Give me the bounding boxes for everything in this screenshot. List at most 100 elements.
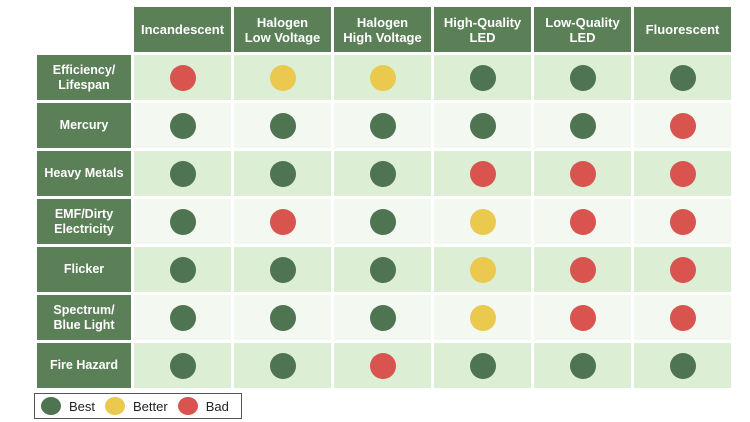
row-header: Mercury <box>37 103 131 148</box>
rating-dot-bad <box>669 256 696 283</box>
rating-dot-best <box>269 352 296 379</box>
column-header-incandescent: Incandescent <box>134 7 231 52</box>
column-header-line: Low-Quality <box>545 14 620 30</box>
column-header-line: High Voltage <box>343 29 422 45</box>
rating-cell <box>134 103 231 148</box>
table-row: Heavy Metals <box>37 151 731 196</box>
rating-cell <box>534 103 631 148</box>
rating-dot-better <box>469 304 496 331</box>
column-header-line: LED <box>569 29 596 45</box>
rating-dot-bad <box>569 256 596 283</box>
table-row: Spectrum/Blue Light <box>37 295 731 340</box>
rating-dot-best <box>269 256 296 283</box>
rating-dot-best <box>669 64 696 91</box>
rating-dot-better <box>269 64 296 91</box>
column-header-line: High-Quality <box>443 14 522 30</box>
rating-dot-better <box>469 256 496 283</box>
rating-cell <box>634 295 731 340</box>
column-header-line: Low Voltage <box>244 29 321 45</box>
rating-cell <box>134 151 231 196</box>
column-header-halogen-high-voltage: Halogen High Voltage <box>334 7 431 52</box>
rating-cell <box>434 151 531 196</box>
rating-cell <box>434 247 531 292</box>
legend-dot-best <box>41 397 61 415</box>
rating-cell <box>234 151 331 196</box>
rating-cell <box>634 199 731 244</box>
rating-dot-bad <box>369 352 396 379</box>
row-header-line: EMF/Dirty <box>54 206 114 221</box>
row-header-line: Blue Light <box>53 317 115 332</box>
column-header-low-quality-led: Low-Quality LED <box>534 7 631 52</box>
rating-dot-bad <box>469 160 496 187</box>
legend: Best Better Bad <box>34 393 242 419</box>
rating-cell <box>434 55 531 100</box>
rating-cell <box>534 55 631 100</box>
corner-cell <box>37 7 131 52</box>
legend-item-bad: Bad <box>177 397 229 415</box>
rating-cell <box>234 199 331 244</box>
rating-dot-bad <box>569 208 596 235</box>
header-row: Incandescent Halogen Low Voltage Halogen… <box>37 7 731 52</box>
rating-dot-best <box>469 112 496 139</box>
rating-cell <box>234 55 331 100</box>
row-header: Efficiency/Lifespan <box>37 55 131 100</box>
rating-cell <box>334 199 431 244</box>
rating-cell <box>334 247 431 292</box>
rating-dot-bad <box>569 304 596 331</box>
rating-cell <box>334 343 431 388</box>
rating-cell <box>634 151 731 196</box>
rating-cell <box>134 343 231 388</box>
column-header-halogen-low-voltage: Halogen Low Voltage <box>234 7 331 52</box>
column-header-line: Fluorescent <box>645 22 720 37</box>
rating-cell <box>234 103 331 148</box>
rating-dot-best <box>369 256 396 283</box>
row-header-line: Fire Hazard <box>49 358 119 372</box>
legend-dot-better <box>105 397 126 415</box>
rating-dot-best <box>169 208 196 235</box>
rating-dot-best <box>369 112 396 139</box>
rating-cell <box>134 55 231 100</box>
rating-dot-bad <box>169 64 196 91</box>
rating-cell <box>334 295 431 340</box>
rating-dot-best <box>369 304 396 331</box>
row-header: Spectrum/Blue Light <box>37 295 131 340</box>
rating-dot-best <box>269 304 296 331</box>
row-header: Fire Hazard <box>37 343 131 388</box>
legend-item-better: Better <box>105 397 168 415</box>
row-header-line: Electricity <box>54 221 114 236</box>
column-header-fluorescent: Fluorescent <box>634 7 731 52</box>
rating-cell <box>434 199 531 244</box>
legend-item-best: Best <box>41 397 95 415</box>
rating-dot-best <box>669 352 696 379</box>
rating-dot-best <box>469 64 496 91</box>
row-header: Flicker <box>37 247 131 292</box>
rating-cell <box>534 199 631 244</box>
rating-cell <box>134 295 231 340</box>
rating-dot-bad <box>669 304 696 331</box>
rating-dot-best <box>169 304 196 331</box>
column-header-line: Incandescent <box>140 22 225 37</box>
rating-dot-best <box>269 112 296 139</box>
table-row: Efficiency/Lifespan <box>37 55 731 100</box>
rating-dot-bad <box>669 208 696 235</box>
rating-dot-better <box>469 208 496 235</box>
rating-dot-best <box>169 112 196 139</box>
column-header-line: LED <box>469 29 496 45</box>
rating-cell <box>334 103 431 148</box>
rating-dot-best <box>369 160 396 187</box>
row-header-line: Heavy Metals <box>44 166 124 180</box>
lighting-comparison-table: Incandescent Halogen Low Voltage Halogen… <box>34 4 734 391</box>
row-header-line: Efficiency/ <box>52 62 116 77</box>
rating-dot-best <box>569 352 596 379</box>
rating-cell <box>634 103 731 148</box>
table-row: Fire Hazard <box>37 343 731 388</box>
row-header-line: Lifespan <box>58 77 110 92</box>
legend-label: Best <box>69 398 96 414</box>
rating-dot-best <box>169 352 196 379</box>
rating-dot-best <box>569 64 596 91</box>
row-header: EMF/Dirty Electricity <box>37 199 131 244</box>
rating-cell <box>434 343 531 388</box>
rating-cell <box>234 247 331 292</box>
rating-dot-bad <box>669 160 696 187</box>
